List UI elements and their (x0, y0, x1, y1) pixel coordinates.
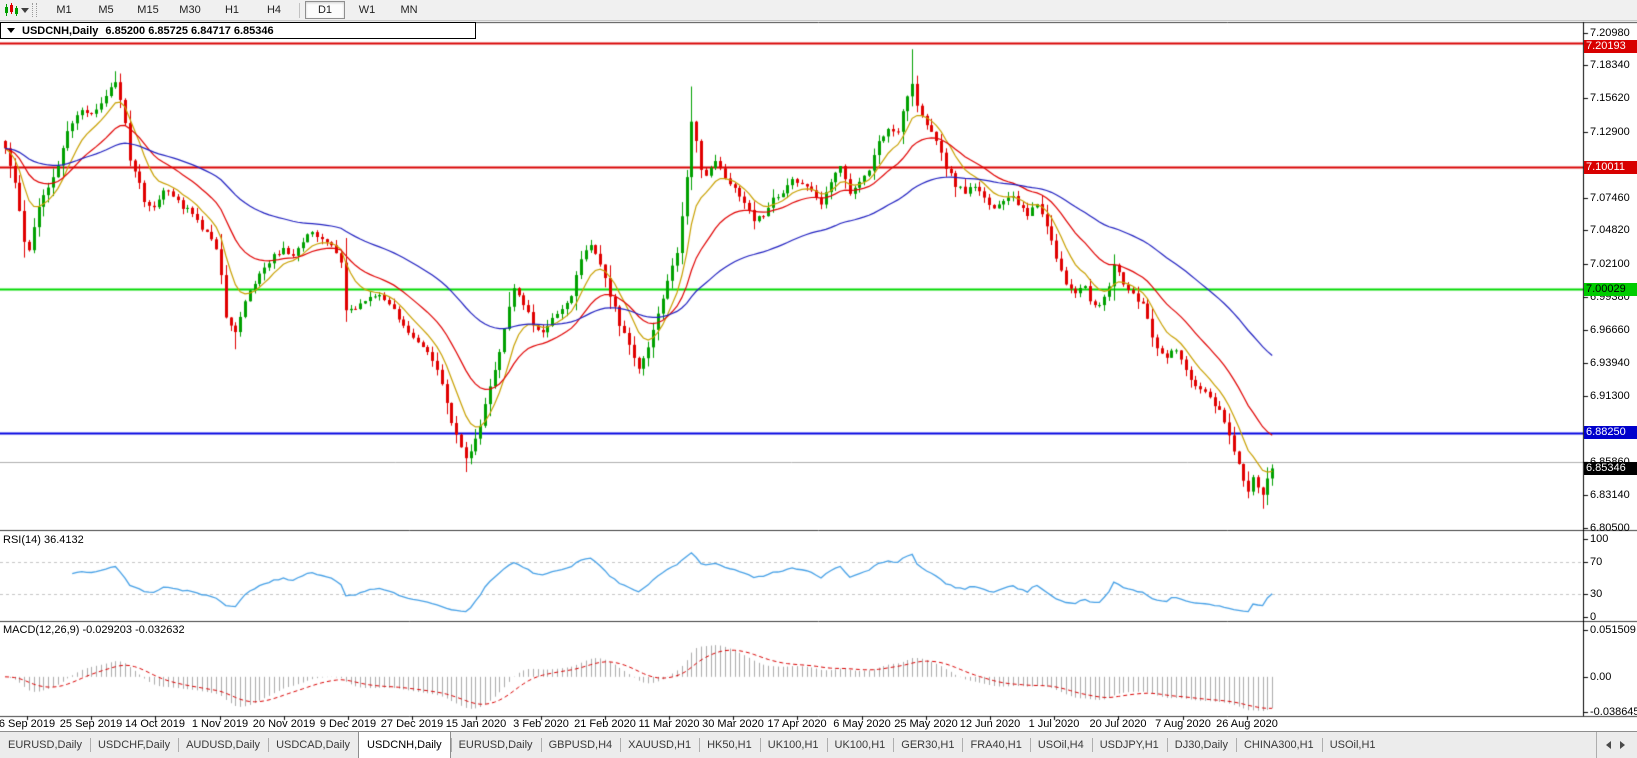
price-level-label: 7.00029 (1584, 283, 1637, 296)
date-axis-label: 6 Sep 2019 (0, 718, 56, 730)
chart-tab-usdchf-daily[interactable]: USDCHF,Daily (89, 732, 178, 758)
tab-scroll-arrows (1596, 732, 1634, 758)
macd-scale-tick: 0.00 (1590, 671, 1612, 683)
chart-tab-xauusd-h1[interactable]: XAUUSD,H1 (620, 732, 699, 758)
rsi-scale-tick: 100 (1590, 533, 1609, 545)
price-axis-tick: 6.83140 (1590, 489, 1630, 501)
chart-symbol-period: USDCNH,Daily (22, 24, 99, 37)
date-axis-label: 25 Sep 2019 (59, 718, 123, 730)
date-axis-label: 3 Feb 2020 (513, 718, 569, 730)
chart-title-bar: USDCNH,Daily 6.85200 6.85725 6.84717 6.8… (0, 22, 476, 39)
date-axis-label: 15 Jan 2020 (445, 718, 507, 730)
date-axis-label: 1 Nov 2019 (191, 718, 249, 730)
tab-scroll-left-icon[interactable] (1602, 741, 1611, 749)
chart-tab-audusd-daily[interactable]: AUDUSD,Daily (178, 732, 268, 758)
rsi-scale-tick: 30 (1590, 588, 1603, 600)
collapse-caret-icon[interactable] (7, 28, 15, 33)
rsi-indicator-label: RSI(14) 36.4132 (3, 534, 84, 546)
chart-tab-bar: EURUSD,Daily USDCHF,Daily AUDUSD,Daily USDC… (0, 731, 1637, 758)
rsi-scale-tick: 70 (1590, 556, 1603, 568)
chart-tab-gbpusd-h4[interactable]: GBPUSD,H4 (540, 732, 621, 758)
chart-tab-eurusd-daily[interactable]: EURUSD,Daily (8, 739, 82, 751)
price-axis-tick: 6.96660 (1590, 324, 1630, 336)
price-axis-tick: 6.91300 (1590, 390, 1630, 402)
price-level-label: 6.85346 (1584, 462, 1637, 475)
date-axis-label: 25 May 2020 (894, 718, 958, 730)
date-axis-label: 21 Feb 2020 (574, 718, 636, 730)
date-axis-label: 11 Mar 2020 (638, 718, 700, 730)
price-axis-tick: 7.18340 (1590, 59, 1630, 71)
macd-scale-tick: -0.038645 (1590, 706, 1637, 718)
price-axis-tick: 7.15620 (1590, 92, 1630, 104)
price-level-label: 6.88250 (1584, 426, 1637, 439)
rsi-scale-tick: 0 (1590, 611, 1597, 623)
date-axis-label: 30 Mar 2020 (702, 718, 764, 730)
chart-tab-uk100-h1[interactable]: UK100,H1 (826, 732, 894, 758)
chart-tab-usdcnh-daily[interactable]: USDCNH,Daily (358, 732, 451, 758)
price-level-label: 7.20193 (1584, 40, 1637, 53)
date-axis-label: 1 Jul 2020 (1028, 718, 1080, 730)
date-axis-label: 27 Dec 2019 (380, 718, 444, 730)
chart-tab-uk100-h1[interactable]: UK100,H1 (759, 732, 827, 758)
chart-tab-usoil-h1[interactable]: USOil,H1 (1321, 732, 1384, 758)
price-axis-tick: 7.12900 (1590, 126, 1630, 138)
chart-tab-list: EURUSD,Daily USDCHF,Daily AUDUSD,Daily USDC… (0, 732, 1384, 758)
tab-scroll-right-icon[interactable] (1620, 741, 1629, 749)
chart-tab-china300-h1[interactable]: CHINA300,H1 (1235, 732, 1322, 758)
chart-ohlc-values: 6.85200 6.85725 6.84717 6.85346 (105, 24, 274, 37)
price-axis-tick: 6.93940 (1590, 357, 1630, 369)
date-axis-label: 17 Apr 2020 (767, 718, 827, 730)
date-axis-label: 9 Dec 2019 (319, 718, 377, 730)
price-axis-tick: 7.20980 (1590, 27, 1630, 39)
chart-tab-usdcad-daily[interactable]: USDCAD,Daily (268, 732, 358, 758)
price-axis-tick: 7.07460 (1590, 192, 1630, 204)
macd-indicator-label: MACD(12,26,9) -0.029203 -0.032632 (3, 624, 185, 636)
price-axis-tick: 7.02100 (1590, 258, 1630, 270)
date-axis-label: 20 Jul 2020 (1089, 718, 1147, 730)
chart-tab-eurusd-daily[interactable]: EURUSD,Daily (450, 732, 541, 758)
price-axis-tick: 7.04820 (1590, 224, 1630, 236)
macd-scale-tick: 0.051509 (1590, 624, 1636, 636)
price-axis-tick: 6.80500 (1590, 522, 1630, 534)
price-level-label: 7.10011 (1584, 161, 1637, 174)
date-axis-label: 7 Aug 2020 (1155, 718, 1211, 730)
chart-tab-hk50-h1[interactable]: HK50,H1 (699, 732, 760, 758)
date-axis-label: 6 May 2020 (833, 718, 891, 730)
date-axis-label: 26 Aug 2020 (1216, 718, 1278, 730)
chart-tab-usdjpy-h1[interactable]: USDJPY,H1 (1091, 732, 1167, 758)
date-axis-label: 20 Nov 2019 (252, 718, 316, 730)
date-axis-label: 14 Oct 2019 (125, 718, 185, 730)
chart-tab-ger30-h1[interactable]: GER30,H1 (893, 732, 962, 758)
date-axis-label: 12 Jun 2020 (959, 718, 1021, 730)
chart-tab-dj30-daily[interactable]: DJ30,Daily (1166, 732, 1236, 758)
chart-tab-usoil-h4[interactable]: USOil,H4 (1029, 732, 1092, 758)
chart-tab-fra40-h1[interactable]: FRA40,H1 (962, 732, 1029, 758)
